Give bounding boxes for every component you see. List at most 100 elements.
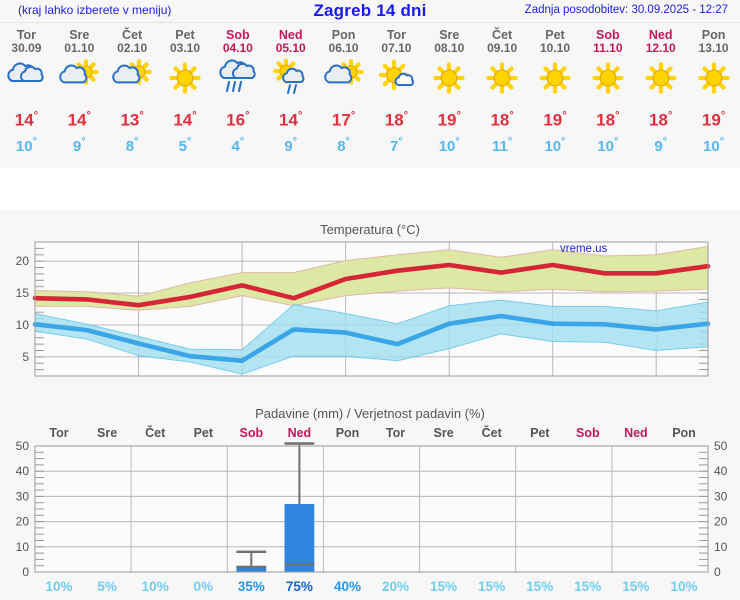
precip-probability: 0% <box>194 579 214 594</box>
section-spacer <box>0 168 740 210</box>
sunny-icon <box>476 59 529 99</box>
precip-probability: 35% <box>238 579 265 594</box>
day-column[interactable]: Tor 30.09 14° 10° <box>0 24 53 157</box>
temp-max: 19° <box>543 110 567 130</box>
day-date: 30.09 <box>11 41 42 55</box>
svg-text:20: 20 <box>714 515 728 529</box>
precip-probability: 10% <box>142 579 169 594</box>
precip-probability: 15% <box>622 579 649 594</box>
temp-min: 7° <box>390 135 403 155</box>
svg-text:10: 10 <box>16 540 30 554</box>
precip-day-label: Sre <box>97 426 117 440</box>
day-date: 11.10 <box>593 41 623 55</box>
watermark: vreme.us <box>560 243 608 255</box>
precip-day-label: Pet <box>194 426 214 440</box>
temp-max: 14° <box>173 110 197 130</box>
day-column[interactable]: Ned 12.10 18° 9° <box>634 24 687 157</box>
precip-probability: 40% <box>334 579 361 594</box>
day-of-week: Sre <box>69 28 90 42</box>
day-of-week: Pet <box>175 28 195 42</box>
day-date: 10.10 <box>539 41 570 55</box>
temperature-chart: 5 10 15 20 vreme.us <box>16 241 711 377</box>
temp-max: 14° <box>279 110 303 130</box>
day-column[interactable]: Pet 10.10 19° 10° <box>529 24 582 157</box>
temp-min: 8° <box>337 135 350 155</box>
partly-sunny-icon <box>53 59 106 99</box>
precip-probability: 15% <box>574 579 601 594</box>
temp-min: 10° <box>597 135 619 155</box>
svg-text:20: 20 <box>16 254 30 268</box>
daily-forecast-strip: Tor 30.09 14° 10° Sre 01.10 14° 9° Čet 02.10 13° 8°… <box>0 24 740 168</box>
day-column[interactable]: Tor 07.10 18° 7° <box>370 24 423 157</box>
temp-max: 14° <box>14 110 39 130</box>
svg-text:10: 10 <box>16 318 30 332</box>
day-date: 02.10 <box>117 41 148 55</box>
temp-min: 10° <box>438 135 460 155</box>
day-of-week: Ned <box>278 28 303 42</box>
svg-text:30: 30 <box>16 489 30 503</box>
precip-day-label: Pet <box>530 426 550 440</box>
day-column[interactable]: Čet 02.10 13° 8° <box>106 24 159 157</box>
partly-sunny-icon <box>106 59 159 99</box>
temp-max: 17° <box>331 110 356 130</box>
svg-text:30: 30 <box>714 489 728 503</box>
day-column[interactable]: Ned 05.10 14° 9° <box>264 24 317 157</box>
day-of-week: Pon <box>331 28 356 42</box>
precip-probability: 10% <box>45 579 72 594</box>
temp-min: 8° <box>125 135 139 155</box>
page-title: Zagreb 14 dni <box>313 1 427 20</box>
precip-day-label: Čet <box>482 425 503 440</box>
precip-probability: 15% <box>430 579 457 594</box>
precip-probability: 20% <box>382 579 409 594</box>
cloudy-icon <box>0 59 53 99</box>
header-divider <box>0 22 740 23</box>
day-of-week: Sob <box>596 28 620 42</box>
day-date: 12.10 <box>645 41 676 55</box>
sunny-icon <box>581 59 634 99</box>
precip-day-label: Čet <box>145 425 166 440</box>
sunny-icon <box>634 59 687 99</box>
temp-min: 4° <box>231 135 245 155</box>
precip-day-label: Pon <box>336 426 360 440</box>
temp-min: 11° <box>491 135 513 155</box>
day-of-week: Tor <box>386 28 407 42</box>
sunny-icon <box>529 59 582 99</box>
day-column[interactable]: Sob 04.10 16° 4° <box>211 24 264 157</box>
day-date: 04.10 <box>222 41 253 55</box>
day-column[interactable]: Sob 11.10 18° 10° <box>581 24 634 157</box>
svg-text:40: 40 <box>714 464 728 478</box>
day-of-week: Ned <box>648 28 673 42</box>
day-column[interactable]: Sre 01.10 14° 9° <box>53 24 106 157</box>
precip-probability: 5% <box>97 579 117 594</box>
sun-cloud-icon <box>370 59 423 99</box>
day-of-week: Sob <box>226 28 250 42</box>
day-column[interactable]: Pon 06.10 17° 8° <box>317 24 370 157</box>
sunny-icon <box>159 59 212 99</box>
precipitation-chart-title: Padavine (mm) / Verjetnost padavin (%) <box>255 406 485 421</box>
page-header: (kraj lahko izberete v meniju) Zagreb 14… <box>0 0 740 22</box>
precip-day-label: Ned <box>288 426 312 440</box>
precip-day-label: Sre <box>434 426 454 440</box>
day-column[interactable]: Sre 08.10 19° 10° <box>423 24 476 157</box>
rain-icon <box>211 59 264 99</box>
temp-min: 10° <box>544 135 566 155</box>
day-of-week: Čet <box>492 28 513 42</box>
svg-text:15: 15 <box>16 286 30 300</box>
precip-day-label: Tor <box>49 426 68 440</box>
day-column[interactable]: Pon 13.10 19° 10° <box>687 24 740 157</box>
day-date: 06.10 <box>328 41 359 55</box>
day-column[interactable]: Pet 03.10 14° 5° <box>159 24 212 157</box>
sunny-icon <box>687 59 740 99</box>
temp-max: 18° <box>596 110 620 130</box>
svg-text:50: 50 <box>16 439 30 453</box>
temp-max: 13° <box>120 110 144 130</box>
svg-text:50: 50 <box>714 439 728 453</box>
day-of-week: Čet <box>122 28 143 42</box>
temp-min: 10° <box>15 135 37 155</box>
day-column[interactable]: Čet 09.10 18° 11° <box>476 24 529 157</box>
precip-day-label: Pon <box>672 426 696 440</box>
precip-probability: 75% <box>286 579 313 594</box>
temp-min: 9° <box>284 135 298 155</box>
day-of-week: Pon <box>701 28 726 42</box>
svg-text:40: 40 <box>16 464 30 478</box>
